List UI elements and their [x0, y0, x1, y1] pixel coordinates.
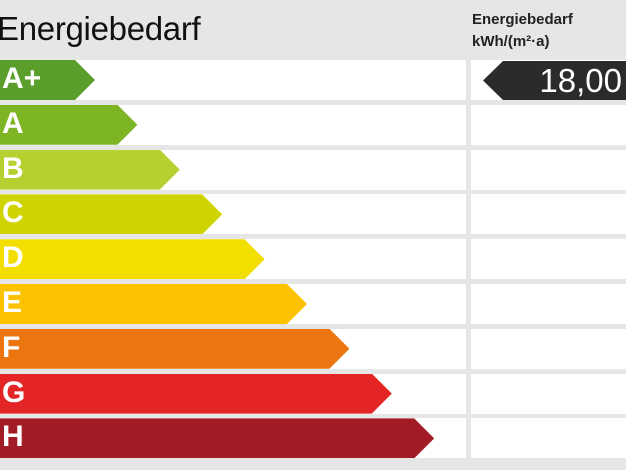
column-unit: kWh/(m²·a) — [472, 33, 550, 50]
column-header: Energiebedarf kWh/(m²·a) — [472, 9, 573, 53]
bar-e: E — [0, 284, 307, 324]
bar-label: G — [2, 375, 26, 409]
bar-label: F — [2, 330, 21, 364]
value-cell — [471, 149, 626, 190]
value-indicator: 18,00 — [483, 61, 626, 100]
value-cell — [471, 418, 626, 459]
page-title: Energiebedarf — [0, 10, 201, 47]
bar-label: B — [2, 151, 24, 185]
bar-label: A — [2, 106, 24, 140]
indicator-value: 18,00 — [539, 62, 622, 99]
bar-label: A+ — [2, 62, 42, 95]
value-cell — [471, 104, 626, 145]
bar-label: D — [2, 241, 24, 275]
value-cell — [471, 373, 626, 414]
value-cell — [471, 194, 626, 235]
bar-c: C — [0, 194, 223, 235]
column-title: Energiebedarf — [472, 11, 573, 28]
bar-g: G — [0, 373, 392, 414]
bar-label: E — [2, 286, 23, 319]
bar-h: H — [0, 418, 435, 459]
value-cell — [471, 284, 626, 324]
bar-a: A — [0, 104, 138, 145]
bar-d: D — [0, 239, 265, 280]
bar-b: B — [0, 149, 180, 190]
bar-label: C — [2, 196, 24, 230]
bar-a-plus: A+ — [0, 60, 95, 100]
bar-label: H — [2, 420, 24, 454]
value-cell — [471, 328, 626, 369]
value-cell — [471, 239, 626, 280]
bar-f: F — [0, 328, 350, 369]
